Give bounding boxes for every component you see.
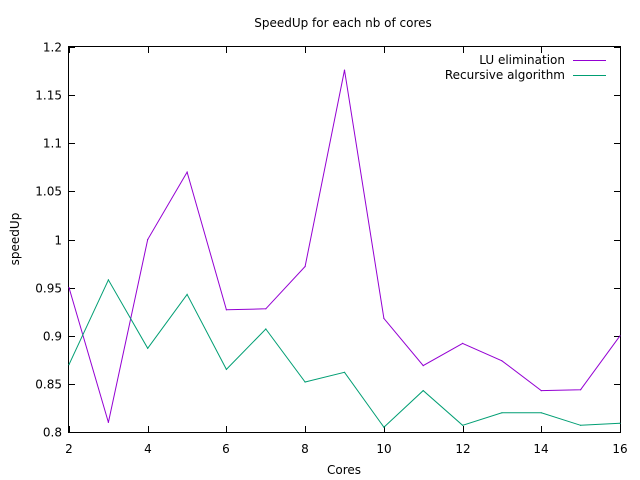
x-tick-label: 12 xyxy=(455,442,470,456)
plot-frame xyxy=(68,46,621,433)
y-tick-label: 1 xyxy=(54,234,62,248)
y-tick-label: 0.9 xyxy=(43,330,62,344)
y-tick-label: 0.85 xyxy=(35,378,62,392)
data-point xyxy=(619,335,621,337)
data-point xyxy=(225,368,227,370)
data-point xyxy=(343,371,346,373)
data-point xyxy=(501,412,503,414)
data-point xyxy=(265,308,267,310)
y-tick-label: 1.2 xyxy=(43,41,62,55)
y-axis-label: speedUp xyxy=(8,213,22,266)
data-point xyxy=(107,279,109,281)
data-point xyxy=(304,381,306,383)
data-point xyxy=(383,426,385,428)
data-point xyxy=(462,342,464,344)
series-line-1 xyxy=(68,278,621,428)
data-point xyxy=(186,293,188,295)
x-tick-label: 16 xyxy=(612,442,627,456)
x-tick-label: 2 xyxy=(65,442,73,456)
x-tick-label: 8 xyxy=(301,442,309,456)
data-point xyxy=(304,265,306,268)
data-point xyxy=(107,421,109,423)
data-point xyxy=(580,424,582,426)
data-point xyxy=(540,390,542,392)
data-point xyxy=(501,360,503,362)
data-point xyxy=(147,238,149,241)
y-tick-label: 1.05 xyxy=(35,185,62,199)
series-line-0 xyxy=(68,70,621,423)
x-tick-label: 14 xyxy=(533,442,548,456)
x-tick-label: 4 xyxy=(144,442,152,456)
data-point xyxy=(225,309,227,311)
data-point xyxy=(540,412,542,414)
y-tick-label: 1.15 xyxy=(35,89,62,103)
axis-ticks: 0.8 0.85 0.9 0.95 1 1.05 1.1 1.15 1.2 2 4 6 8 10 12 14 1… xyxy=(35,41,627,457)
data-point xyxy=(343,69,346,71)
data-point xyxy=(422,390,424,392)
data-point xyxy=(383,317,385,319)
data-point xyxy=(147,347,149,349)
x-axis-label: Cores xyxy=(327,463,361,477)
data-point xyxy=(619,422,621,424)
data-point xyxy=(580,389,582,391)
data-point xyxy=(462,424,464,426)
x-tick-label: 6 xyxy=(222,442,230,456)
data-point xyxy=(186,171,188,173)
data-point xyxy=(422,365,424,367)
data-point xyxy=(265,328,267,330)
series-lines xyxy=(68,69,621,428)
chart-title: SpeedUp for each nb of cores xyxy=(254,16,432,30)
data-point xyxy=(68,364,70,366)
legend-label: LU elimination xyxy=(479,53,565,67)
x-tick-label: 10 xyxy=(376,442,391,456)
y-tick-label: 0.8 xyxy=(43,426,62,440)
y-tick-label: 0.95 xyxy=(35,282,62,296)
y-tick-label: 1.1 xyxy=(43,137,62,151)
legend-label: Recursive algorithm xyxy=(445,68,565,82)
data-point xyxy=(68,287,70,289)
